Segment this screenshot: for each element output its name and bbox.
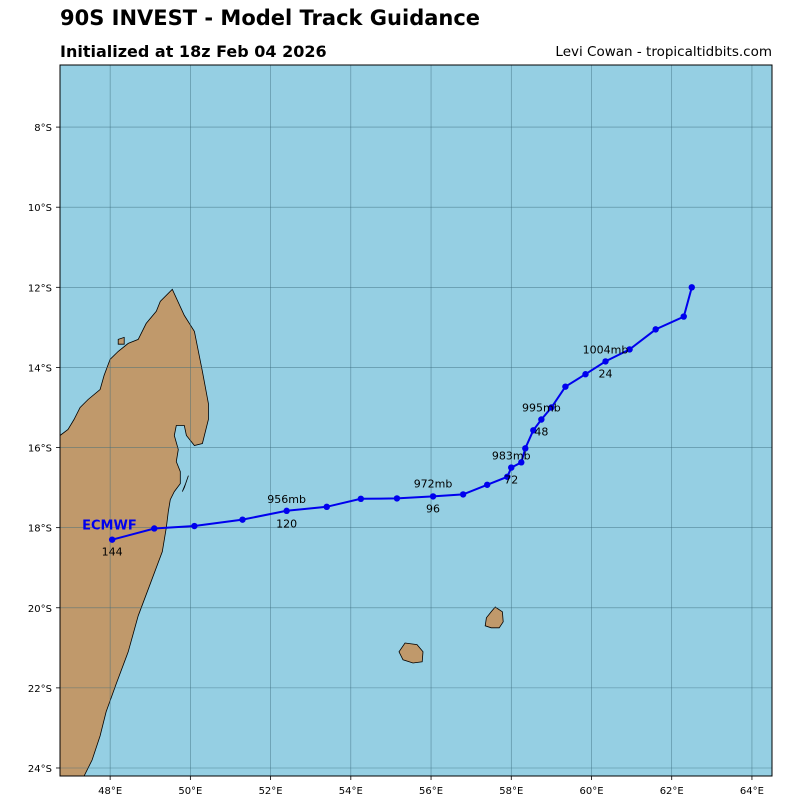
tick-label-lat: 14°S xyxy=(28,363,52,374)
track-point xyxy=(484,481,491,488)
track-point xyxy=(602,358,609,365)
land-islet xyxy=(117,336,125,345)
tick-label-lon: 56°E xyxy=(419,786,443,797)
track-point xyxy=(538,416,545,423)
track-point xyxy=(518,459,525,466)
land-reunion xyxy=(398,642,424,664)
tick-label-lon: 54°E xyxy=(339,786,363,797)
track-point xyxy=(508,464,515,471)
map-frame xyxy=(59,64,773,777)
tick-label-lon: 52°E xyxy=(259,786,283,797)
track-point xyxy=(522,445,529,452)
model-label: ECMWF xyxy=(82,519,137,534)
tick-label-lon: 62°E xyxy=(660,786,684,797)
track-point xyxy=(688,284,695,291)
land-mauritius xyxy=(484,606,504,629)
track-point xyxy=(504,473,511,480)
track-point xyxy=(108,536,116,543)
tick-label-lat: 12°S xyxy=(28,283,52,294)
track-point xyxy=(151,525,158,532)
track-point xyxy=(562,383,569,390)
track-point xyxy=(459,491,467,498)
tick-label-lon: 60°E xyxy=(579,786,603,797)
track-point xyxy=(582,371,589,378)
track-label: 120 xyxy=(276,518,297,531)
tick-label-lat: 10°S xyxy=(28,203,52,214)
track-label: 96 xyxy=(426,502,440,515)
track-point xyxy=(429,493,437,500)
credit-text: Levi Cowan - tropicaltidbits.com xyxy=(555,44,772,60)
tick-label-lon: 58°E xyxy=(499,786,523,797)
land-sainte-marie xyxy=(181,475,189,492)
map-subtitle: Initialized at 18z Feb 04 2026 xyxy=(60,42,327,61)
track-point xyxy=(626,346,633,353)
track-label: 72 xyxy=(504,474,518,487)
track-point xyxy=(357,495,365,503)
axis-ticks: 48°E 50°E 52°E 54°E 56°E 58°E 60°E 62°E 64°E 8°S 1… xyxy=(28,123,764,797)
track-point xyxy=(393,495,401,502)
track-label: 24 xyxy=(599,367,613,380)
track-layer xyxy=(108,284,695,543)
track-label: 956mb xyxy=(267,493,306,506)
tick-label-lon: 48°E xyxy=(98,786,122,797)
tick-label-lat: 20°S xyxy=(28,604,52,615)
track-point xyxy=(680,313,687,320)
tick-label-lat: 24°S xyxy=(28,764,52,775)
track-point xyxy=(548,404,555,411)
tick-label-lat: 18°S xyxy=(28,524,52,535)
tick-label-lat: 8°S xyxy=(34,123,52,134)
track-label: 1004mb xyxy=(583,343,629,356)
track-label: 48 xyxy=(534,426,548,439)
track-label: 995mb xyxy=(522,401,561,414)
track-point xyxy=(323,503,330,511)
tick-label-lon: 64°E xyxy=(740,786,764,797)
map-title: 90S INVEST - Model Track Guidance xyxy=(60,6,481,30)
track-point xyxy=(239,516,246,523)
tick-label-lon: 50°E xyxy=(178,786,202,797)
land-layer xyxy=(59,288,504,777)
track-point xyxy=(652,326,659,333)
track-label: 144 xyxy=(102,546,123,559)
track-point xyxy=(283,507,290,515)
track-label: 983mb xyxy=(492,450,531,463)
track-label: 972mb xyxy=(414,478,453,491)
track-point xyxy=(530,427,537,434)
tick-label-lat: 16°S xyxy=(28,444,52,455)
track-point xyxy=(191,522,198,530)
grid-layer xyxy=(60,65,772,776)
tick-label-lat: 22°S xyxy=(28,684,52,695)
